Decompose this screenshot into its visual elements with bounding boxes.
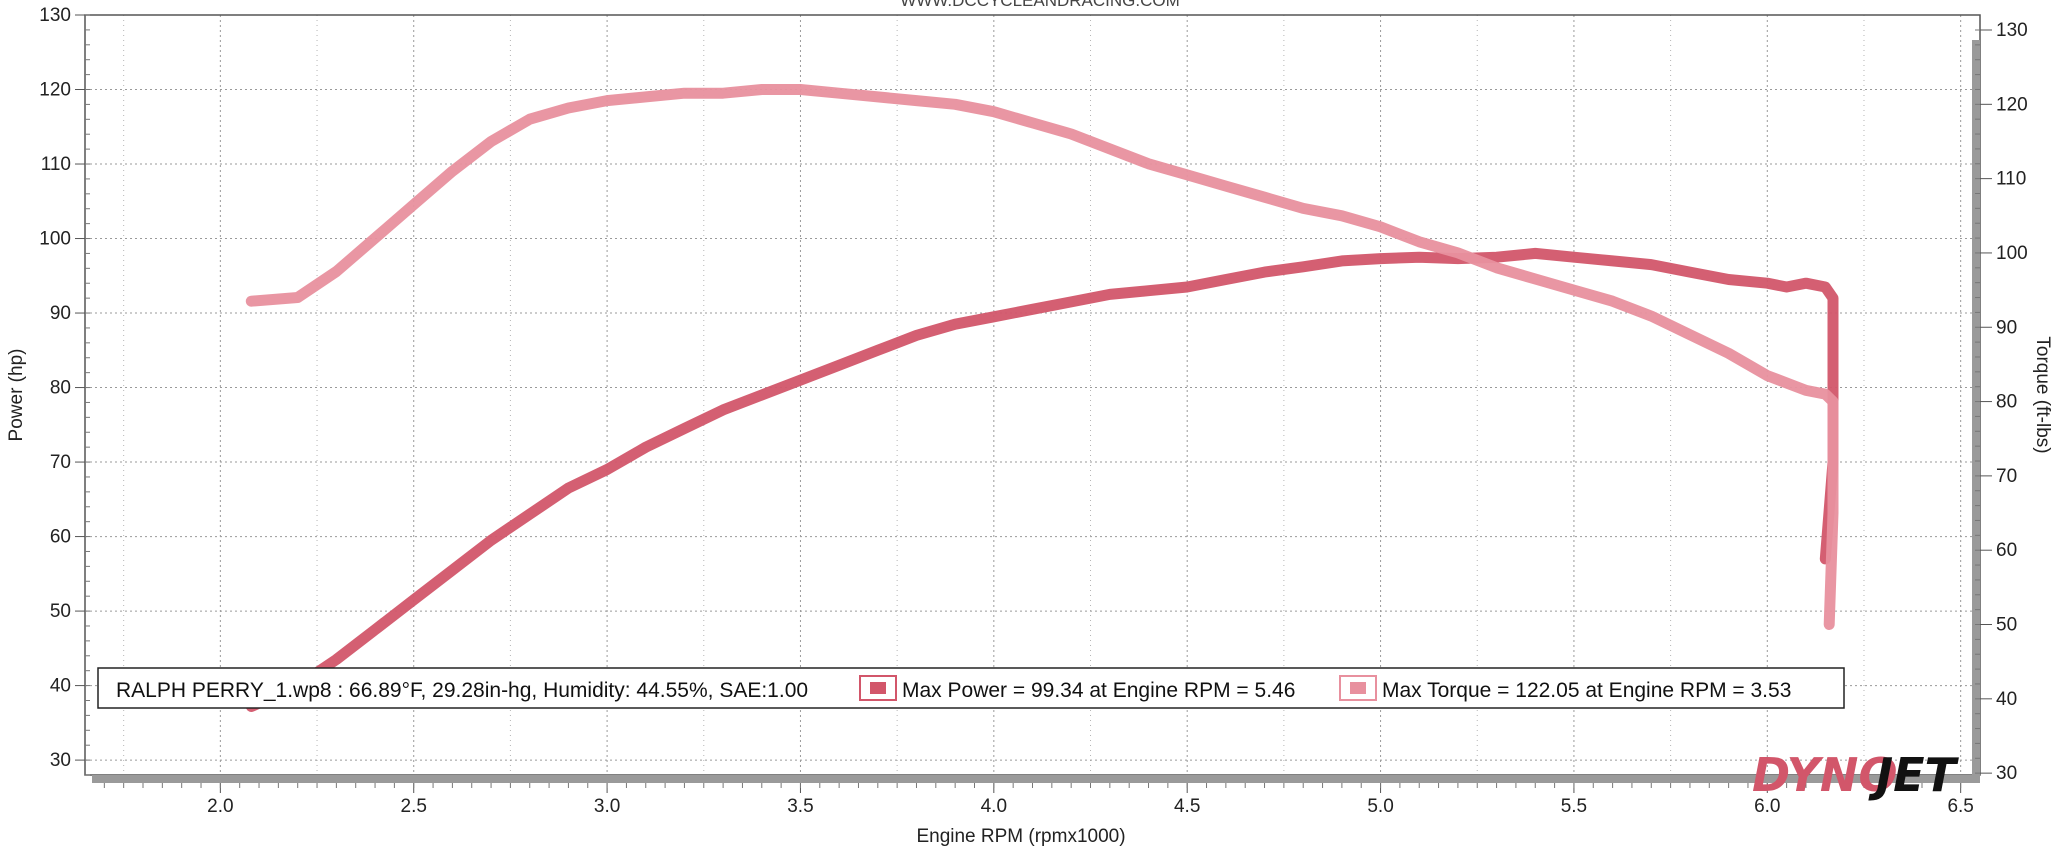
x-tick-label: 6.0 — [1754, 796, 1780, 817]
grid-lines — [85, 14, 1980, 775]
power-legend-label: Max Power = 99.34 at Engine RPM = 5.46 — [902, 679, 1295, 702]
y2-tick-label: 100 — [1996, 243, 2028, 264]
x-tick-label: 2.5 — [401, 796, 427, 817]
torque-curve — [245, 84, 1839, 630]
x-tick-label: 6.5 — [1947, 796, 1973, 817]
y-tick-label: 80 — [50, 378, 71, 399]
x-tick-label: 4.0 — [981, 796, 1007, 817]
y-tick-label: 50 — [50, 601, 71, 622]
website-header: WWW.DCCYCLEANDRACING.COM — [900, 0, 1180, 10]
y-tick-label: 100 — [39, 229, 71, 250]
y-tick-label: 70 — [50, 452, 71, 473]
y2-tick-label: 110 — [1996, 169, 2026, 190]
torque-legend-swatch-fill — [1350, 682, 1366, 694]
y2-tick-label: 70 — [1996, 466, 2017, 487]
dynojet-logo-jet: JET — [1868, 748, 1960, 802]
frame-shadow-bottom — [92, 775, 1980, 783]
y-tick-label: 60 — [50, 527, 71, 548]
x-tick-label: 3.5 — [787, 796, 813, 817]
axis-ticks: 2.0 2.5 3.0 3.5 4.0 4.5 5.0 5.5 6.0 6.5 30 40 50 60 70… — [39, 5, 2027, 817]
y-tick-label: 30 — [50, 750, 71, 771]
run-info: RALPH PERRY_1.wp8 : 66.89°F, 29.28in-hg,… — [116, 679, 808, 702]
y2-tick-label: 50 — [1996, 615, 2017, 636]
y2-tick-label: 40 — [1996, 689, 2017, 710]
y-tick-label: 120 — [39, 80, 71, 101]
y2-tick-label: 60 — [1996, 540, 2017, 561]
y-axis-title: Power (hp) — [6, 349, 27, 442]
y2-tick-label: 120 — [1996, 94, 2028, 115]
x-tick-label: 5.5 — [1561, 796, 1587, 817]
y2-tick-label: 30 — [1996, 763, 2017, 784]
power-legend-swatch-fill — [870, 682, 886, 694]
y2-axis-title: Torque (ft-lbs) — [2032, 336, 2053, 453]
dynojet-logo: DYNO JET — [1752, 748, 1960, 802]
legend: RALPH PERRY_1.wp8 : 66.89°F, 29.28in-hg,… — [97, 667, 1845, 709]
series-layer — [245, 84, 1839, 712]
frame-shadow-right — [1972, 40, 1980, 782]
torque-legend-label: Max Torque = 122.05 at Engine RPM = 3.53 — [1382, 679, 1791, 702]
legend-box — [97, 667, 1845, 709]
x-tick-label: 2.0 — [207, 796, 233, 817]
x-tick-label: 3.0 — [594, 796, 620, 817]
y-tick-label: 130 — [39, 5, 71, 26]
y-tick-label: 110 — [41, 154, 71, 175]
y2-tick-label: 130 — [1996, 20, 2028, 41]
power-curve — [245, 247, 1839, 712]
plot-frame — [84, 14, 1981, 776]
power-legend-swatch — [859, 675, 897, 701]
dynojet-logo-dyno: DYNO — [1752, 748, 1898, 802]
x-tick-label: 4.5 — [1174, 796, 1200, 817]
y-tick-label: 90 — [50, 303, 71, 324]
x-tick-label: 5.0 — [1367, 796, 1393, 817]
y2-tick-label: 80 — [1996, 392, 2017, 413]
y-tick-label: 40 — [50, 676, 71, 697]
x-axis-title: Engine RPM (rpmx1000) — [916, 826, 1125, 847]
y2-tick-label: 90 — [1996, 317, 2017, 338]
